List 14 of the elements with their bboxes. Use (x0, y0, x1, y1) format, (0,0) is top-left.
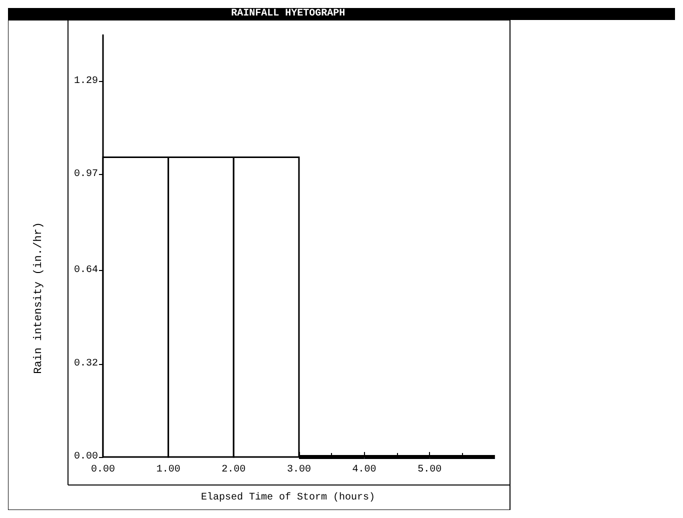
x-tick-label: 0.00 (90, 464, 116, 476)
x-tick-label: 3.00 (286, 464, 311, 476)
x-tick-label: 1.00 (156, 464, 180, 476)
y-tick-label: 0.64 (74, 265, 98, 276)
y-axis-title: Rain intensity (in./hr) (33, 222, 45, 374)
x-tick-label: 5.00 (418, 464, 442, 476)
y-tick-label: 0.00 (74, 452, 98, 462)
chart-title: RAINFALL HYETOGRAPH (231, 8, 346, 20)
x-tick-label: 4.00 (352, 464, 376, 476)
y-tick-label: 1.29 (74, 76, 98, 88)
x-axis-title: Elapsed Time of Storm (hours) (200, 492, 376, 504)
x-tick-label: 2.00 (222, 464, 246, 476)
y-tick-label: 0.32 (74, 358, 98, 370)
y-tick-label: 0.97 (74, 169, 98, 180)
